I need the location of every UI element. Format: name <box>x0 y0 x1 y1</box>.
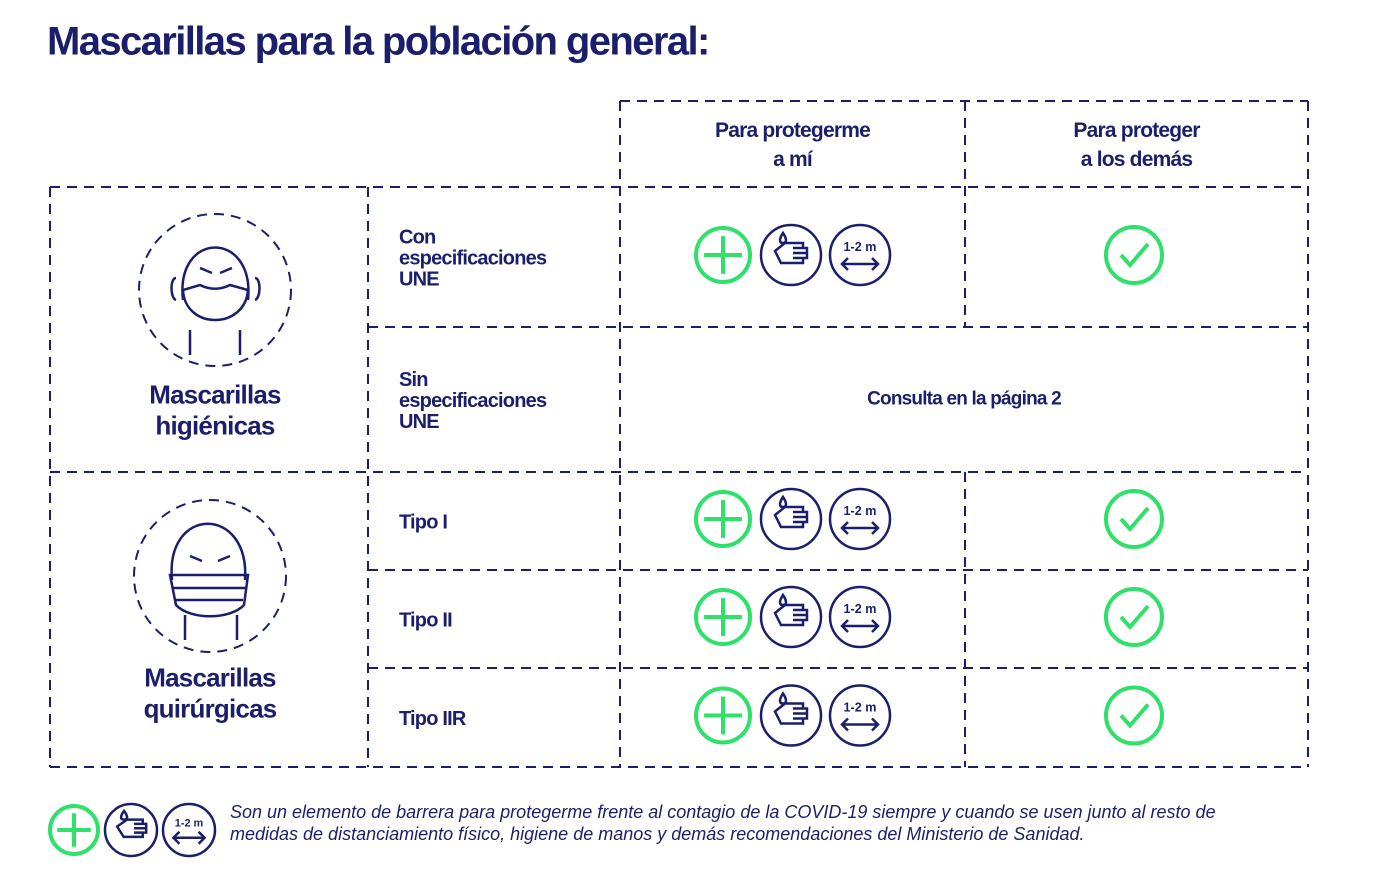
check-circle <box>1104 587 1164 647</box>
row-label: especificaciones <box>399 390 547 412</box>
hand <box>773 702 809 725</box>
group-name: higiénicas <box>155 410 274 440</box>
title: Mascarillas para la población general: <box>47 20 709 64</box>
distance-label: 1-2 m <box>175 817 204 829</box>
drop <box>119 808 129 821</box>
distance-arrow <box>840 257 880 271</box>
footnote: medidas de distanciamiento físico, higie… <box>230 824 1084 844</box>
check-circle <box>1104 685 1164 746</box>
plus-icon <box>694 686 752 745</box>
plus-circle <box>694 490 752 548</box>
check-icon <box>1104 587 1164 647</box>
distance-arrow <box>840 521 880 535</box>
column-header: Para protegerme <box>715 119 870 142</box>
drop <box>778 592 788 607</box>
check-mark <box>1119 506 1150 533</box>
plus-circle <box>48 804 100 856</box>
row-label: Tipo IIR <box>399 708 467 730</box>
distance-circle <box>161 802 217 858</box>
hand-circle <box>759 684 823 747</box>
plus-sign <box>704 500 742 538</box>
hand-wash-icon <box>103 802 159 858</box>
distance-icon: 1-2 m <box>828 585 892 649</box>
plus-circle <box>694 588 752 646</box>
hand-wash-icon <box>759 223 823 287</box>
group-name: Mascarillas <box>149 379 281 409</box>
column-header: a los demás <box>1081 148 1193 171</box>
distance-label: 1-2 m <box>844 602 877 616</box>
row-label: Tipo I <box>399 511 447 533</box>
column-header: Para proteger <box>1073 119 1200 142</box>
plus-icon <box>694 226 752 284</box>
check-mark <box>1119 604 1150 631</box>
drop <box>778 230 788 245</box>
plus-sign <box>704 236 742 274</box>
distance-label: 1-2 m <box>844 504 877 518</box>
check-circle <box>1104 489 1164 549</box>
column-header: a mí <box>773 148 814 171</box>
row-label: Tipo II <box>399 609 452 631</box>
hand <box>773 505 809 529</box>
check-mark <box>1119 242 1150 269</box>
distance-icon: 1-2 m <box>828 223 892 287</box>
distance-circle <box>828 487 892 551</box>
distance-circle <box>828 585 892 649</box>
hand-circle <box>759 223 823 287</box>
drop <box>778 494 788 509</box>
hand-wash-icon <box>759 585 823 649</box>
distance-icon: 1-2 m <box>828 684 892 747</box>
row-label: UNE <box>399 411 439 433</box>
plus-sign <box>704 696 742 735</box>
hand-circle <box>759 487 823 551</box>
distance-arrow <box>840 717 880 732</box>
plus-sign <box>57 813 91 847</box>
row-label: Con <box>399 226 435 248</box>
plus-circle <box>694 686 752 745</box>
row-label: UNE <box>399 268 439 290</box>
hand <box>115 818 148 839</box>
distance-circle <box>828 684 892 747</box>
distance-arrow <box>840 619 880 633</box>
distance-icon: 1-2 m <box>161 802 217 858</box>
check-icon <box>1104 225 1164 285</box>
hand-circle <box>759 585 823 649</box>
hygienic-mask-icon <box>138 213 292 367</box>
hand-wash-icon <box>759 684 823 747</box>
group-name: Mascarillas <box>144 662 276 692</box>
row-label: Sin <box>399 369 428 391</box>
distance-icon: 1-2 m <box>828 487 892 551</box>
check-mark <box>1119 703 1150 729</box>
check-icon <box>1104 685 1164 746</box>
plus-icon <box>48 804 100 856</box>
group-name: quirúrgicas <box>144 693 277 723</box>
row-label: especificaciones <box>399 247 547 269</box>
plus-sign <box>704 598 742 636</box>
table-grid <box>49 100 1309 768</box>
distance-label: 1-2 m <box>844 700 877 714</box>
distance-circle <box>828 223 892 287</box>
hand <box>773 603 809 627</box>
row-note: Consulta en la página 2 <box>867 389 1061 410</box>
surgical-mask-icon <box>133 499 287 653</box>
check-icon <box>1104 489 1164 549</box>
hand-circle <box>103 802 159 858</box>
hand <box>773 241 809 265</box>
plus-circle <box>694 226 752 284</box>
plus-icon <box>694 490 752 548</box>
distance-label: 1-2 m <box>844 240 877 254</box>
plus-icon <box>694 588 752 646</box>
distance-arrow <box>171 830 207 845</box>
hand-wash-icon <box>759 487 823 551</box>
drop <box>778 691 788 705</box>
check-circle <box>1104 225 1164 285</box>
footnote: Son un elemento de barrera para proteger… <box>230 802 1216 822</box>
